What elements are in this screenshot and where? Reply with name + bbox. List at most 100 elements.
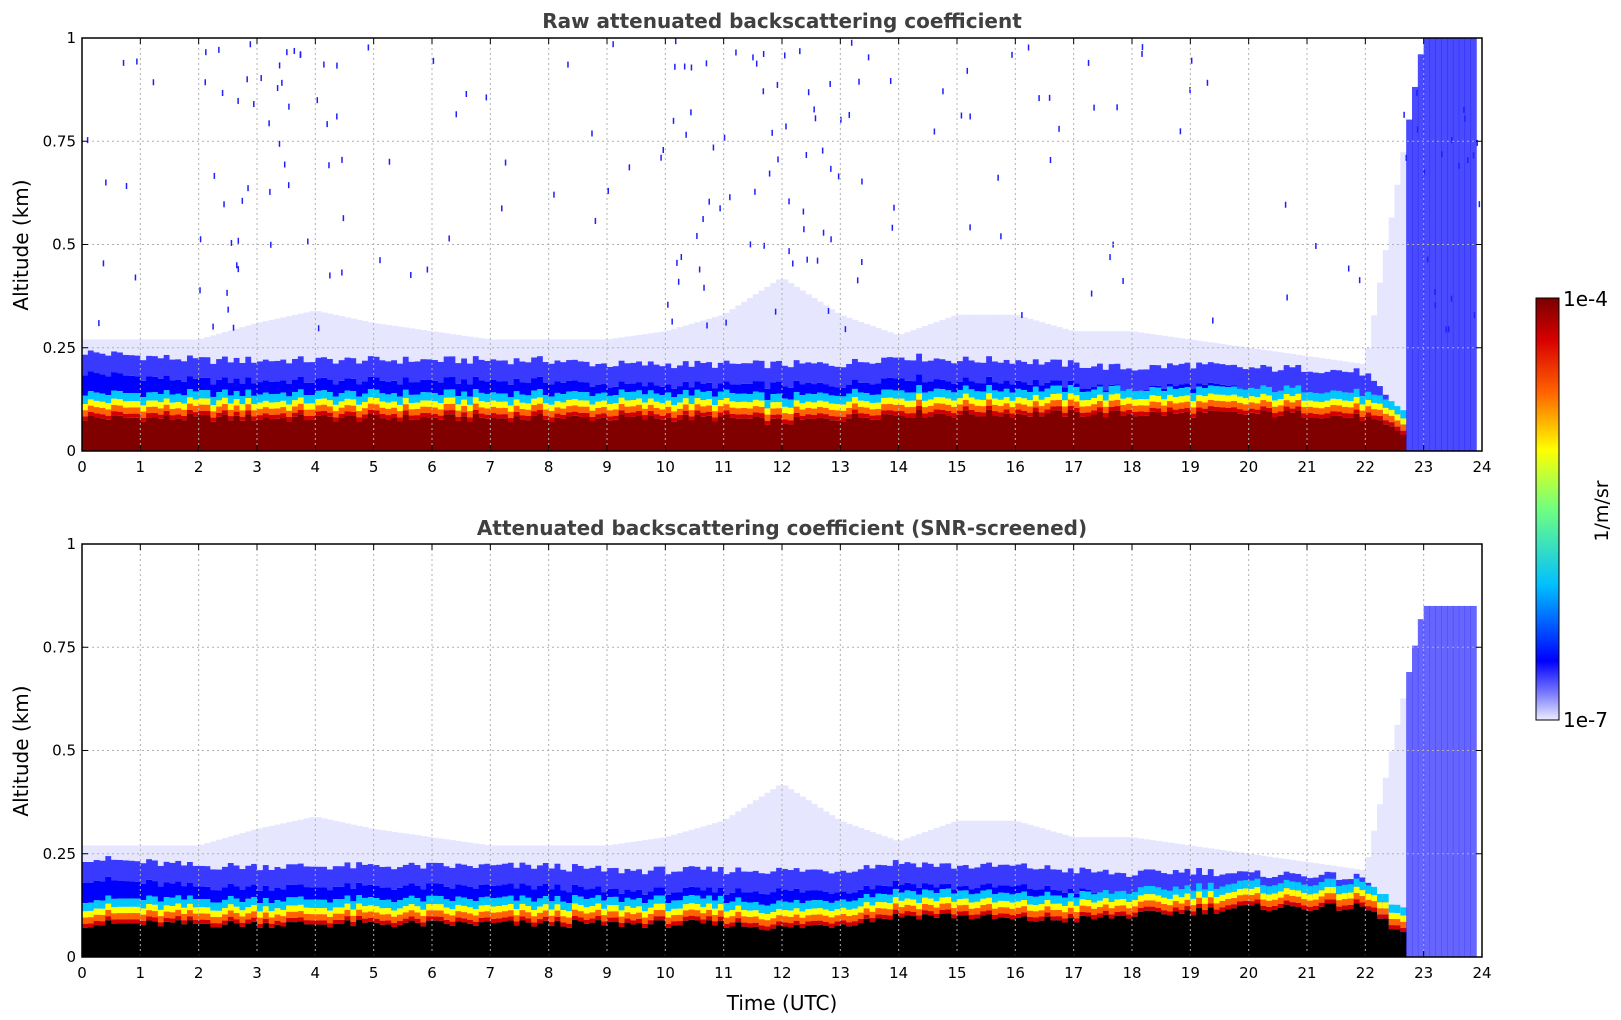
- heatmap-cell: [1067, 393, 1075, 400]
- heatmap-cell: [105, 419, 112, 451]
- heatmap-cell: [542, 339, 550, 363]
- heatmap-cell: [344, 862, 351, 884]
- heatmap-cell: [548, 909, 556, 916]
- heatmap-cell: [402, 922, 410, 957]
- heatmap-cell: [548, 868, 556, 890]
- heatmap-cell: [187, 403, 194, 410]
- heatmap-cell: [245, 831, 252, 866]
- heatmap-cell: [1038, 828, 1046, 869]
- heatmap-cell: [1307, 417, 1314, 451]
- heatmap-cell: [1237, 367, 1244, 388]
- heatmap-cell: [1295, 406, 1302, 411]
- heatmap-cell: [665, 330, 672, 364]
- heatmap-cell: [426, 904, 433, 911]
- heatmap-cell: [1050, 359, 1057, 381]
- heatmap-cell: [350, 915, 357, 922]
- heatmap-cell: [782, 406, 789, 414]
- heatmap-cell: [904, 380, 911, 393]
- heatmap-cell: [927, 911, 935, 916]
- heatmap-cell: [1032, 905, 1040, 912]
- heatmap-cell: [762, 88, 765, 95]
- heatmap-cell: [467, 421, 474, 451]
- heatmap-cell: [111, 372, 118, 391]
- heatmap-cell: [227, 863, 235, 884]
- heatmap-cell: [507, 883, 515, 896]
- heatmap-cell: [1085, 906, 1092, 913]
- heatmap-cell: [525, 395, 532, 404]
- heatmap-cell: [1394, 184, 1401, 411]
- heatmap-cell: [1295, 906, 1302, 957]
- heatmap-cell: [1137, 895, 1145, 902]
- heatmap-cell: [181, 886, 188, 900]
- heatmap-cell: [1283, 900, 1291, 905]
- heatmap-cell: [128, 860, 136, 882]
- heatmap-cell: [857, 918, 865, 923]
- heatmap-cell: [933, 901, 941, 908]
- heatmap-cell: [1463, 106, 1465, 113]
- heatmap-cell: [1359, 902, 1366, 907]
- heatmap-cell: [1434, 302, 1437, 309]
- heatmap-cell: [782, 398, 789, 407]
- heatmap-cell: [647, 839, 655, 871]
- heatmap-cell: [519, 916, 526, 921]
- heatmap-cell: [834, 818, 841, 872]
- heatmap-cell: [1056, 903, 1063, 910]
- heatmap-cell: [881, 404, 888, 411]
- heatmap-cell: [1219, 907, 1226, 912]
- heatmap-cell: [677, 921, 684, 926]
- heatmap-cell: [782, 926, 789, 957]
- heatmap-cell: [1132, 399, 1139, 406]
- heatmap-cell: [1301, 884, 1308, 893]
- heatmap-cell: [467, 886, 474, 900]
- heatmap-cell: [933, 388, 941, 398]
- heatmap-cell: [1307, 392, 1314, 401]
- heatmap-cell: [227, 362, 235, 384]
- heatmap-cell: [262, 392, 270, 401]
- heatmap-cell: [455, 840, 462, 864]
- heatmap-cell: [811, 297, 818, 364]
- heatmap-cell: [1342, 417, 1349, 451]
- heatmap-cell: [747, 916, 754, 924]
- chart-title: Raw attenuated backscattering coefficien…: [542, 9, 1022, 33]
- heatmap-cell: [525, 885, 532, 898]
- heatmap-cell: [356, 417, 363, 422]
- heatmap-cell: [1377, 409, 1384, 417]
- heatmap-cell: [1336, 894, 1343, 901]
- heatmap-cell: [957, 361, 964, 382]
- heatmap-cell: [1382, 914, 1390, 919]
- heatmap-cell: [881, 389, 888, 398]
- heatmap-cell: [283, 161, 286, 168]
- heatmap-cell: [1283, 400, 1291, 407]
- heatmap-cell: [467, 363, 474, 385]
- heatmap-cell: [1161, 391, 1168, 400]
- heatmap-cell: [1388, 426, 1396, 451]
- heatmap-cell: [1301, 355, 1308, 372]
- heatmap-cell: [397, 404, 404, 412]
- heatmap-cell: [840, 387, 847, 397]
- heatmap-cell: [467, 907, 474, 914]
- x-axis-label: Time (UTC): [726, 991, 838, 1015]
- heatmap-cell: [239, 396, 246, 405]
- heatmap-cell: [344, 920, 351, 957]
- heatmap-cell: [268, 419, 276, 451]
- heatmap-cell: [1347, 407, 1355, 414]
- heatmap-cell: [321, 398, 328, 405]
- heatmap-cell: [945, 913, 952, 957]
- heatmap-cell: [1190, 368, 1197, 390]
- heatmap-cell: [1079, 905, 1086, 912]
- heatmap-cell: [840, 410, 847, 418]
- heatmap-cell: [700, 913, 707, 920]
- heatmap-cell: [700, 869, 707, 891]
- heatmap-cell: [595, 865, 602, 887]
- heatmap-cell: [799, 871, 806, 893]
- heatmap-cell: [297, 389, 305, 398]
- heatmap-cell: [980, 383, 987, 392]
- heatmap-cell: [1359, 896, 1366, 903]
- heatmap-cell: [455, 383, 462, 397]
- heatmap-cell: [747, 363, 754, 384]
- heatmap-cell: [799, 415, 806, 420]
- heatmap-cell: [1237, 402, 1244, 410]
- heatmap-cell: [321, 410, 328, 416]
- heatmap-cell: [472, 843, 480, 868]
- heatmap-cell: [1067, 836, 1075, 869]
